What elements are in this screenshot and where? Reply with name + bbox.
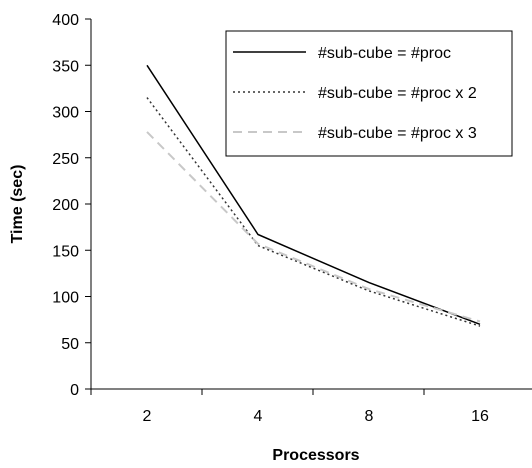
y-tick-label: 300 [52,105,79,122]
y-axis-title: Time (sec) [9,165,26,244]
axes: 0 50 100 150 200 250 300 350 400 2 4 8 16 [52,12,532,425]
y-tick-label: 200 [52,197,79,214]
x-tick-label: 2 [143,408,152,425]
series-line-3 [146,131,481,323]
legend: #sub-cube = #proc #sub-cube = #proc x 2 #s… [225,30,513,157]
y-tick-label: 150 [52,243,79,260]
y-tick-label: 0 [70,382,79,399]
y-tick-label: 400 [52,12,79,29]
legend-label-2: #sub-cube = #proc x 2 [318,85,477,102]
x-tick-label: 4 [254,408,263,425]
x-tick-label: 8 [365,408,374,425]
series-line-1 [146,64,481,326]
series-layer [146,64,481,327]
x-axis-title: Processors [272,447,359,464]
x-tick-label: 16 [471,408,489,425]
y-tick-label: 100 [52,290,79,307]
y-tick-label: 350 [52,58,79,75]
legend-label-3: #sub-cube = #proc x 3 [318,125,477,142]
y-tick-label: 250 [52,151,79,168]
y-tick-label: 50 [61,336,79,353]
legend-label-1: #sub-cube = #proc [318,45,451,62]
